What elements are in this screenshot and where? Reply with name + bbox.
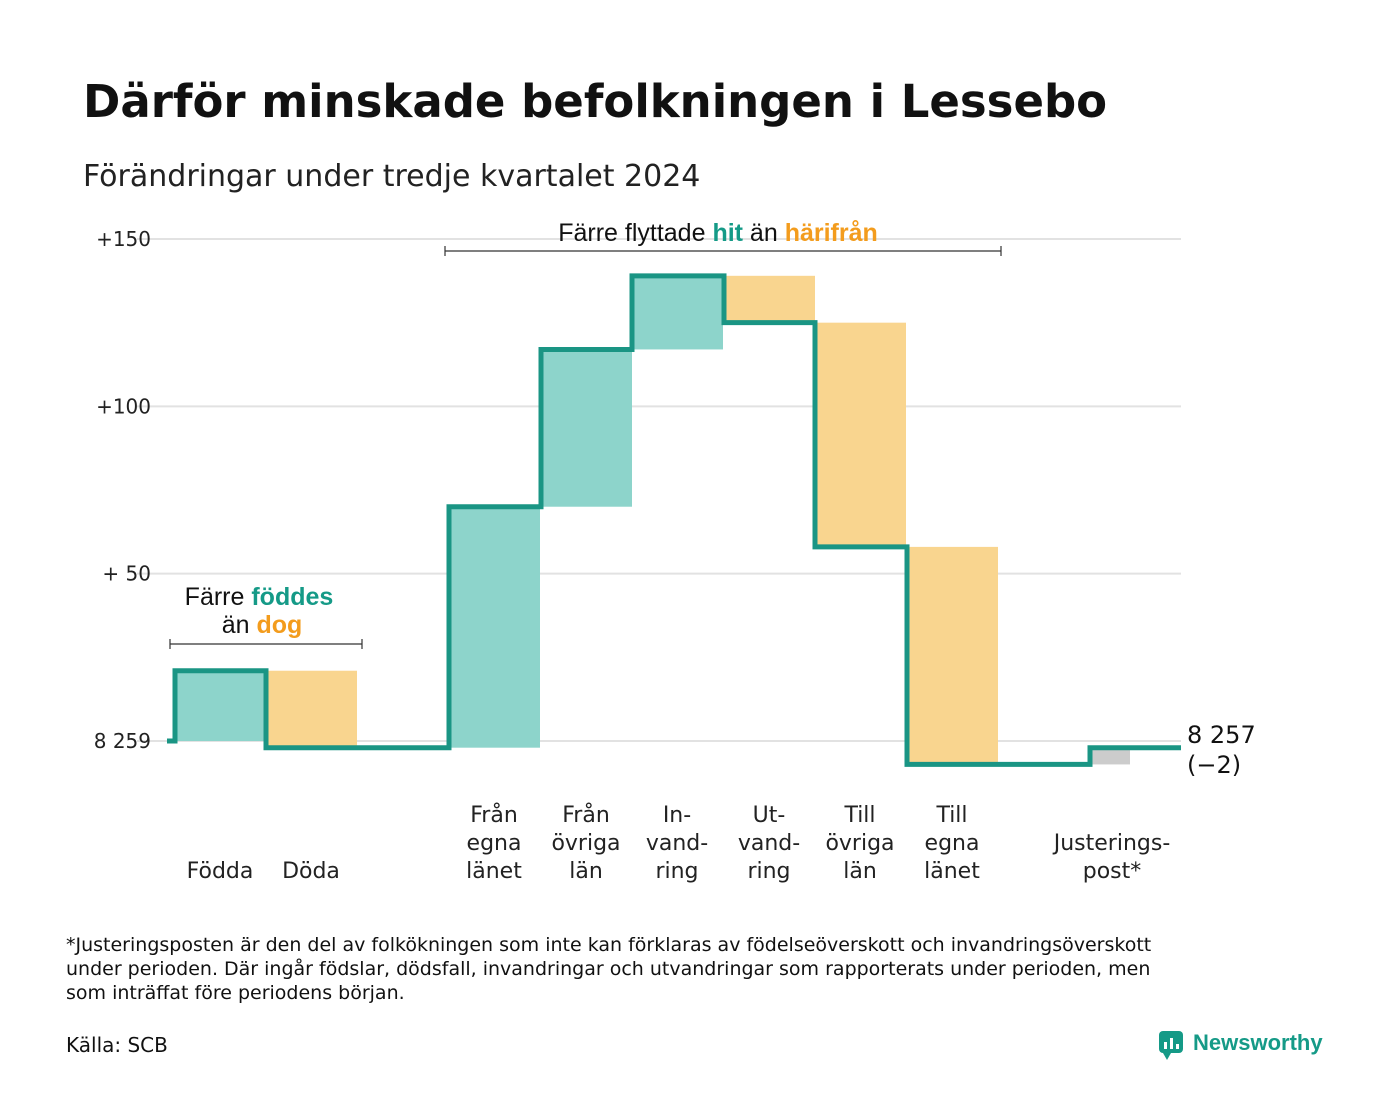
bar-step-3 [541,349,632,507]
y-axis-ticks: +150 +100 + 50 8 259 [94,227,151,753]
chart-subtitle: Förändringar under tredje kvartalet 2024 [83,159,700,194]
migration-annotation: Färre flyttade hit än härifrån [444,219,1002,256]
end-value-label: 8 257 [1187,721,1256,749]
category-label-0-0: Födda [187,859,254,884]
bar-step-0 [175,670,266,741]
category-label-5-0: Ut- [753,803,786,828]
category-label-2-0: Från [470,802,518,828]
category-label-4-2: ring [655,859,698,884]
chart-title: Därför minskade befolkningen i Lessebo [83,75,1107,128]
bar-step-5 [724,275,815,323]
category-label-6-2: län [843,859,877,884]
y-tick-label-1: +100 [96,394,151,418]
brand-name: Newsworthy [1193,1030,1323,1055]
migration-annotation-text: Färre flyttade hit än härifrån [558,219,878,247]
y-tick-label-2: + 50 [102,562,151,586]
bar-step-7 [907,546,998,765]
bar-step-6 [815,322,906,547]
end-change-label: (−2) [1187,751,1241,779]
category-label-2-2: länet [466,859,522,884]
category-label-3-2: län [569,859,603,884]
bar-step-4 [632,275,723,350]
category-label-6-1: övriga [825,831,894,856]
cumulative-step-line [167,273,1181,767]
y-tick-label-3: 8 259 [94,729,151,753]
category-label-3-0: Från [562,802,610,828]
step-line-path [167,273,1181,767]
category-label-8-0: Justerings- [1052,831,1171,856]
migration-bracket [444,246,1002,256]
source-label: Källa: SCB [66,1033,168,1057]
y-tick-label-0: +150 [96,227,151,251]
category-label-7-0: Till [935,803,967,828]
births-bracket [169,639,363,649]
category-label-1-0: Döda [282,859,340,884]
newsworthy-logo-icon [1159,1031,1183,1060]
births-annotation: Färre föddes än dog [169,583,363,649]
category-label-8-1: post* [1083,859,1142,884]
births-annotation-line2: än dog [222,611,303,639]
brand-logo: Newsworthy [1159,1030,1323,1060]
category-labels: Födda Döda Från egna länet Från övriga län In-va… [187,802,1171,884]
category-label-6-0: Till [843,803,875,828]
category-label-5-1: vand- [738,831,800,856]
category-label-7-1: egna [925,831,980,856]
footnote-line-2: under perioden. Där ingår födslar, dödsf… [66,957,1150,980]
category-label-2-1: egna [467,831,522,856]
footnote-line-3: som inträffat före periodens början. [66,982,405,1004]
category-label-4-0: In- [663,803,691,828]
bar-step-2 [449,506,540,748]
births-annotation-line1: Färre föddes [185,583,334,611]
category-label-4-1: vand- [646,831,708,856]
category-label-7-2: länet [924,859,980,884]
category-label-5-2: ring [747,859,790,884]
bar-step-8 [1090,747,1130,765]
waterfall-bars [175,275,1130,765]
footnote-line-1: *Justeringsposten är den del av folkökni… [66,934,1151,956]
category-label-3-1: övriga [551,831,620,856]
bar-step-1 [266,670,357,748]
